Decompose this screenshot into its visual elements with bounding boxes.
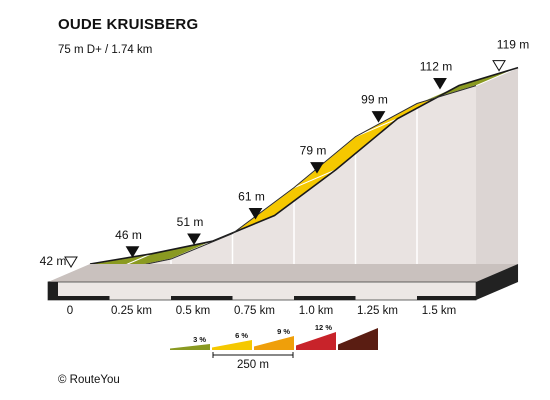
elevation-label: 119 m bbox=[497, 38, 529, 52]
legend-swatch-label: 6 % bbox=[235, 331, 248, 340]
distance-band bbox=[48, 296, 110, 300]
elevation-label: 112 m bbox=[420, 60, 452, 74]
legend-swatch-label: 9 % bbox=[277, 327, 290, 336]
legend-swatch-label: 12 % bbox=[315, 323, 332, 332]
elevation-marker-icon bbox=[248, 208, 263, 220]
profile-top-edge-back bbox=[89, 66, 519, 265]
climb-stats: 75 m D+ / 1.74 km bbox=[58, 44, 153, 56]
legend-swatch-label: 3 % bbox=[193, 335, 206, 344]
legend-swatch bbox=[254, 336, 294, 350]
base-slab-side bbox=[476, 264, 519, 300]
base-slab-front bbox=[47, 281, 477, 301]
endpoint-marker-icon bbox=[64, 256, 78, 268]
routeyou-credit: © RouteYou bbox=[58, 374, 120, 386]
distance-band bbox=[417, 296, 477, 300]
distance-tick-label: 0.25 km bbox=[111, 305, 152, 317]
profile-side-face bbox=[48, 85, 477, 283]
elevation-marker-icon bbox=[125, 246, 140, 258]
elevation-label: 99 m bbox=[361, 93, 388, 107]
legend-swatch bbox=[338, 328, 378, 350]
distance-band bbox=[171, 296, 233, 300]
elevation-marker-icon bbox=[371, 111, 386, 123]
distance-tick-label: 0 bbox=[67, 305, 73, 317]
elevation-marker-icon bbox=[187, 233, 201, 246]
legend-swatch bbox=[212, 340, 252, 350]
elevation-label: 46 m bbox=[115, 228, 142, 242]
elevation-label: 42 m bbox=[40, 254, 67, 268]
endpoint-marker-icon bbox=[492, 60, 506, 72]
elevation-label: 79 m bbox=[300, 144, 327, 158]
base-slab-start-cap bbox=[48, 282, 58, 300]
legend-scale-label: 250 m bbox=[237, 359, 269, 371]
elevation-marker-icon bbox=[433, 78, 447, 90]
legend-swatch bbox=[296, 332, 336, 350]
distance-tick-label: 1.5 km bbox=[422, 305, 457, 317]
elevation-label: 61 m bbox=[238, 190, 265, 204]
elevation-label: 51 m bbox=[177, 215, 204, 229]
base-slab-top bbox=[48, 264, 519, 282]
elevation-marker-icon bbox=[310, 162, 324, 174]
profile-end-face bbox=[476, 67, 519, 283]
chart-title: OUDE KRUISBERG bbox=[58, 16, 199, 33]
distance-tick-label: 0.5 km bbox=[176, 305, 211, 317]
distance-tick-label: 1.25 km bbox=[357, 305, 398, 317]
distance-tick-label: 0.75 km bbox=[234, 305, 275, 317]
distance-band bbox=[294, 296, 356, 300]
distance-tick-label: 1.0 km bbox=[299, 305, 334, 317]
legend-swatch bbox=[170, 344, 210, 350]
